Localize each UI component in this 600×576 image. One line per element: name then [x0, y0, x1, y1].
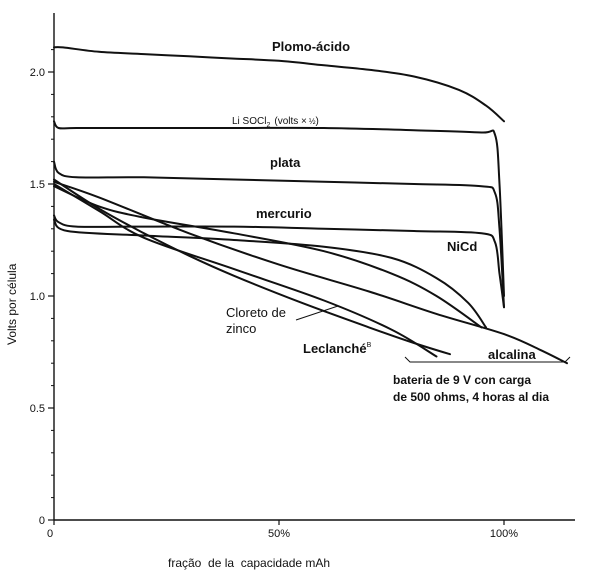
- label-nicd: NiCd: [447, 239, 477, 254]
- series-line-li-socl2-volts: [53, 120, 505, 297]
- label-plomo-acido: Plomo-ácido: [272, 39, 350, 54]
- y-tick-label: 0.5: [30, 403, 45, 415]
- x-axis-title: fração de la capacidade mAh: [168, 556, 330, 570]
- x-tick-label: 0: [47, 528, 53, 540]
- series-line-alcalina: [53, 180, 568, 365]
- series-curves: [53, 46, 568, 365]
- series-line-nicd: [53, 218, 487, 329]
- series-line-plata: [53, 160, 505, 309]
- label-li-socl2: Li SOCl2 (volts × ½): [232, 116, 319, 129]
- y-tick-label: 2.0: [30, 67, 45, 79]
- series-line-plomo-acido: [53, 46, 505, 123]
- axes: [53, 13, 575, 521]
- leader-cloreto: [295, 305, 339, 321]
- bracket-9v: [404, 356, 571, 363]
- label-li-socl2-text: Li SOCl: [232, 116, 266, 127]
- label-li-socl2-half: ½: [309, 117, 316, 126]
- x-tick-label: 50%: [268, 528, 290, 540]
- label-plata: plata: [270, 155, 301, 170]
- label-li-socl2-subscript: 2: [266, 122, 270, 129]
- note-9v-line1: bateria de 9 V con carga: [393, 373, 531, 387]
- label-li-socl2-close: ): [316, 116, 319, 127]
- label-alcalina: alcalina: [488, 347, 536, 362]
- note-9v-line2: de 500 ohms, 4 horas al dia: [393, 390, 549, 404]
- series-line-curve-8: [53, 178, 451, 356]
- x-ticks: 0 50% 100%: [47, 520, 518, 540]
- series-line-cloreto-de-zinco: [53, 185, 483, 329]
- label-leclanche: LeclanchéB: [303, 341, 372, 356]
- x-tick-label: 100%: [490, 528, 518, 540]
- y-tick-label: 1.0: [30, 291, 45, 303]
- label-li-socl2-volts: (volts ×: [274, 116, 307, 127]
- series-line-mercurio: [53, 214, 505, 309]
- y-axis-title: Volts por célula: [5, 263, 19, 345]
- label-mercurio: mercurio: [256, 206, 312, 221]
- label-leclanche-superscript: B: [367, 342, 372, 349]
- y-ticks: 0 0.5 1.0 1.5 2.0: [30, 49, 54, 527]
- label-leclanche-text: Leclanché: [303, 341, 367, 356]
- label-cloreto-line1: Cloreto de: [226, 305, 286, 320]
- y-tick-label: 0: [39, 515, 45, 527]
- y-tick-label: 1.5: [30, 179, 45, 191]
- series-line-leclanche: [53, 183, 438, 358]
- label-cloreto-line2: zinco: [226, 321, 256, 336]
